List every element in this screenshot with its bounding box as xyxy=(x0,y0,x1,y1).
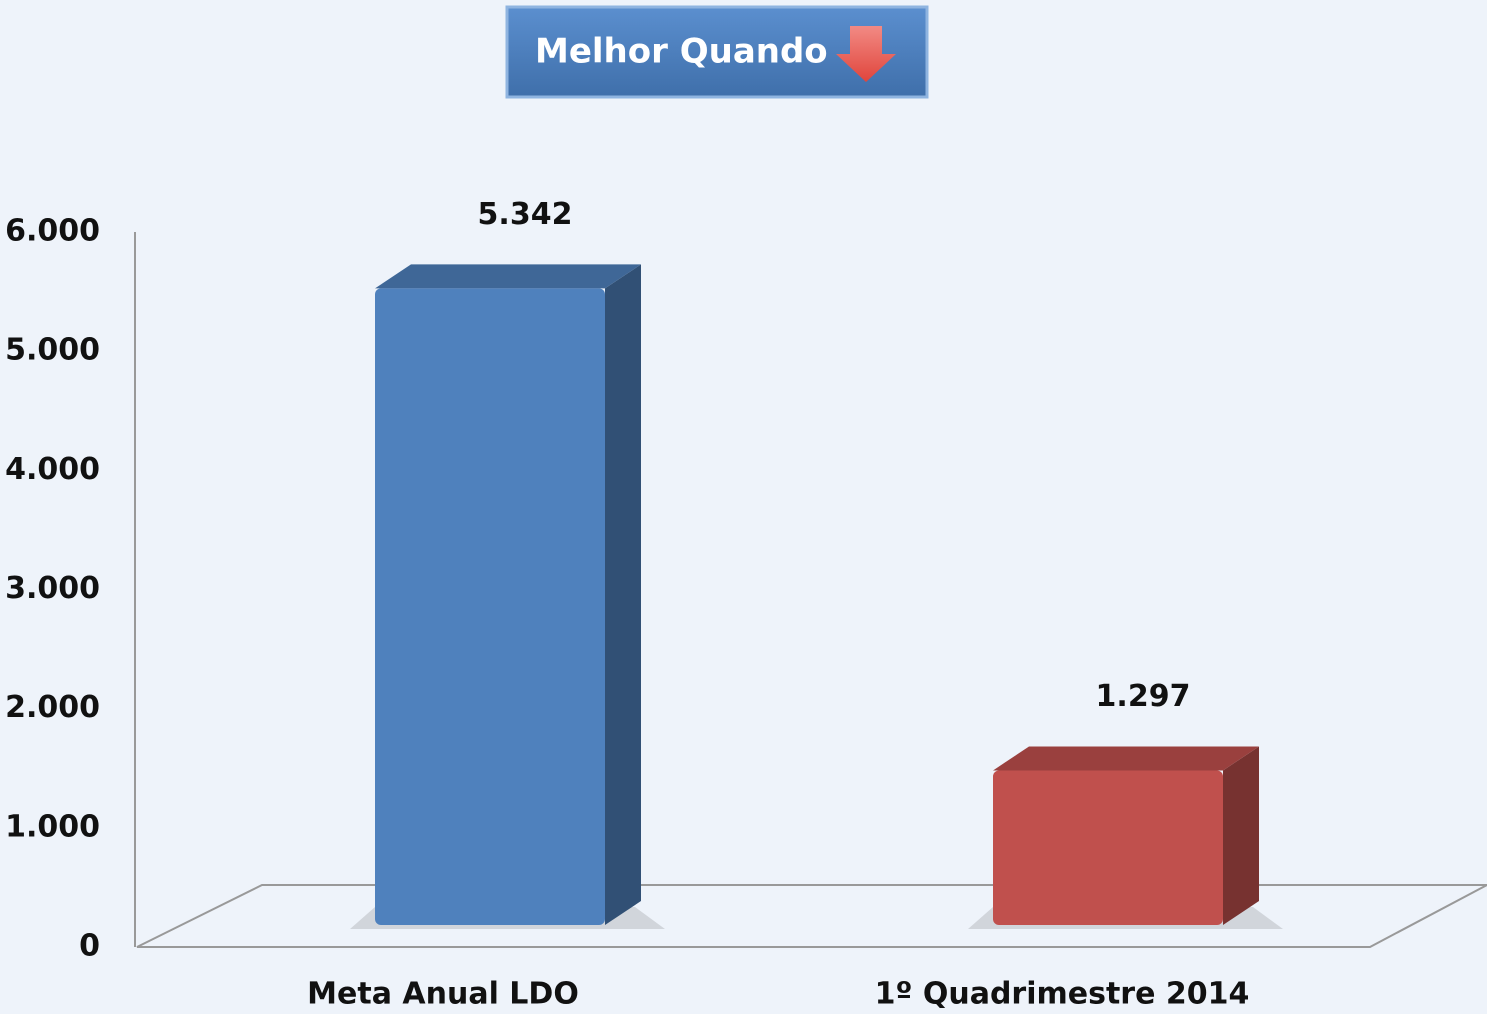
y-tick-label: 5.000 xyxy=(5,333,100,368)
y-tick-label: 3.000 xyxy=(5,571,100,606)
bar-side xyxy=(1223,746,1259,925)
y-tick-label: 1.000 xyxy=(5,809,100,844)
floor xyxy=(136,884,1487,948)
x-tick-label: Meta Anual LDO xyxy=(307,977,579,1012)
x-tick-label: 1º Quadrimestre 2014 xyxy=(875,977,1250,1012)
y-tick-label: 6.000 xyxy=(5,214,100,249)
bar xyxy=(375,288,605,926)
down-arrow-icon xyxy=(836,26,896,82)
y-tick-label: 2.000 xyxy=(5,690,100,725)
bar-side xyxy=(605,264,641,926)
value-label: 1.297 xyxy=(1096,679,1191,714)
y-tick-label: 0 xyxy=(79,929,100,964)
bar-top xyxy=(993,746,1259,771)
y-tick-label: 4.000 xyxy=(5,452,100,487)
value-label: 5.342 xyxy=(478,197,573,232)
chart-title: Melhor Quando xyxy=(535,32,828,72)
bar-top xyxy=(375,264,641,289)
bar xyxy=(993,770,1223,925)
